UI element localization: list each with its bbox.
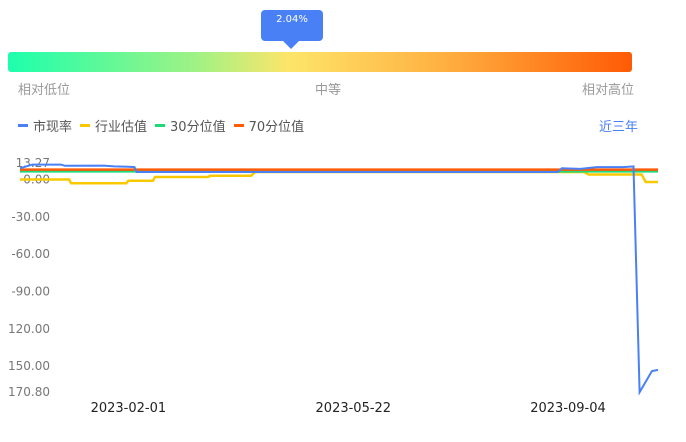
range-selector[interactable]: 近三年	[599, 120, 639, 135]
legend-item[interactable]: 30分位值	[155, 116, 226, 135]
legend-label: 30分位值	[170, 120, 226, 135]
series-line-行业估值	[20, 170, 658, 185]
y-tick-label: -60.00	[11, 247, 50, 261]
y-tick-label: 150.00	[8, 359, 50, 373]
y-tick-label: -90.00	[11, 284, 50, 298]
level-low: 相对低位	[18, 83, 71, 98]
valuation-gradient-bar	[8, 52, 632, 72]
x-tick-label: 2023-05-22	[316, 401, 392, 416]
legend-swatch	[233, 124, 244, 127]
x-tick-label: 2023-09-04	[530, 401, 606, 416]
legend-swatch	[18, 124, 28, 127]
legend: 市现率 行业估值 30分位值 70分位值	[18, 116, 304, 135]
level-mid: 中等	[315, 83, 342, 98]
legend-label: 70分位值	[248, 120, 305, 135]
legend-swatch	[80, 124, 91, 127]
legend-label: 市现率	[33, 120, 73, 135]
legend-label: 行业估值	[95, 120, 148, 135]
legend-item[interactable]: 市现率	[18, 116, 72, 135]
y-tick-label: -30.00	[11, 210, 50, 224]
y-tick-label: 170.80	[8, 385, 50, 399]
y-tick-label: 120.00	[8, 322, 50, 336]
series-line-市现率	[19, 163, 659, 396]
legend-swatch	[155, 124, 166, 127]
legend-item[interactable]: 行业估值	[80, 116, 147, 135]
legend-item[interactable]: 70分位值	[233, 116, 305, 135]
value-tooltip: 2.04%	[261, 10, 323, 49]
x-tick-label: 2023-02-01	[91, 401, 167, 416]
level-high: 相对高位	[582, 83, 635, 98]
